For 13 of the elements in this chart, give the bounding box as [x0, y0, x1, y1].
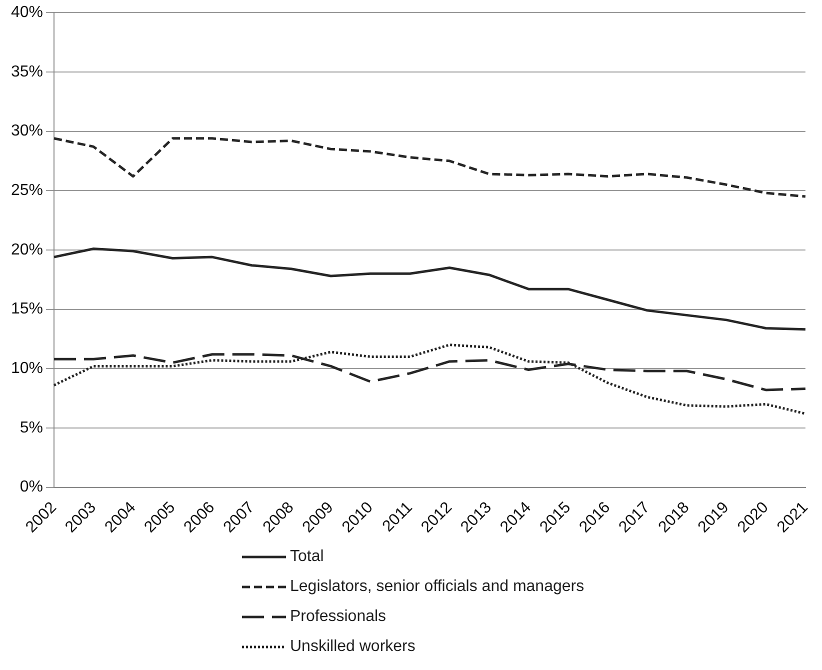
- y-tick-label: 20%: [10, 241, 44, 258]
- y-tick-label: 30%: [10, 122, 44, 140]
- y-tick-label: 15%: [10, 300, 44, 318]
- y-tick-label: 0%: [20, 478, 44, 496]
- y-tick-label: 10%: [10, 360, 44, 377]
- y-tick-label: 25%: [10, 182, 44, 199]
- legend-label: Legislators, senior officials and managers: [290, 578, 584, 596]
- legend-label: Unskilled workers: [290, 638, 416, 656]
- legend-label: Total: [290, 548, 324, 566]
- y-tick-label: 35%: [10, 63, 44, 80]
- y-tick-label: 5%: [20, 419, 44, 436]
- legend-label: Professionals: [290, 608, 386, 626]
- y-tick-label: 40%: [10, 4, 44, 22]
